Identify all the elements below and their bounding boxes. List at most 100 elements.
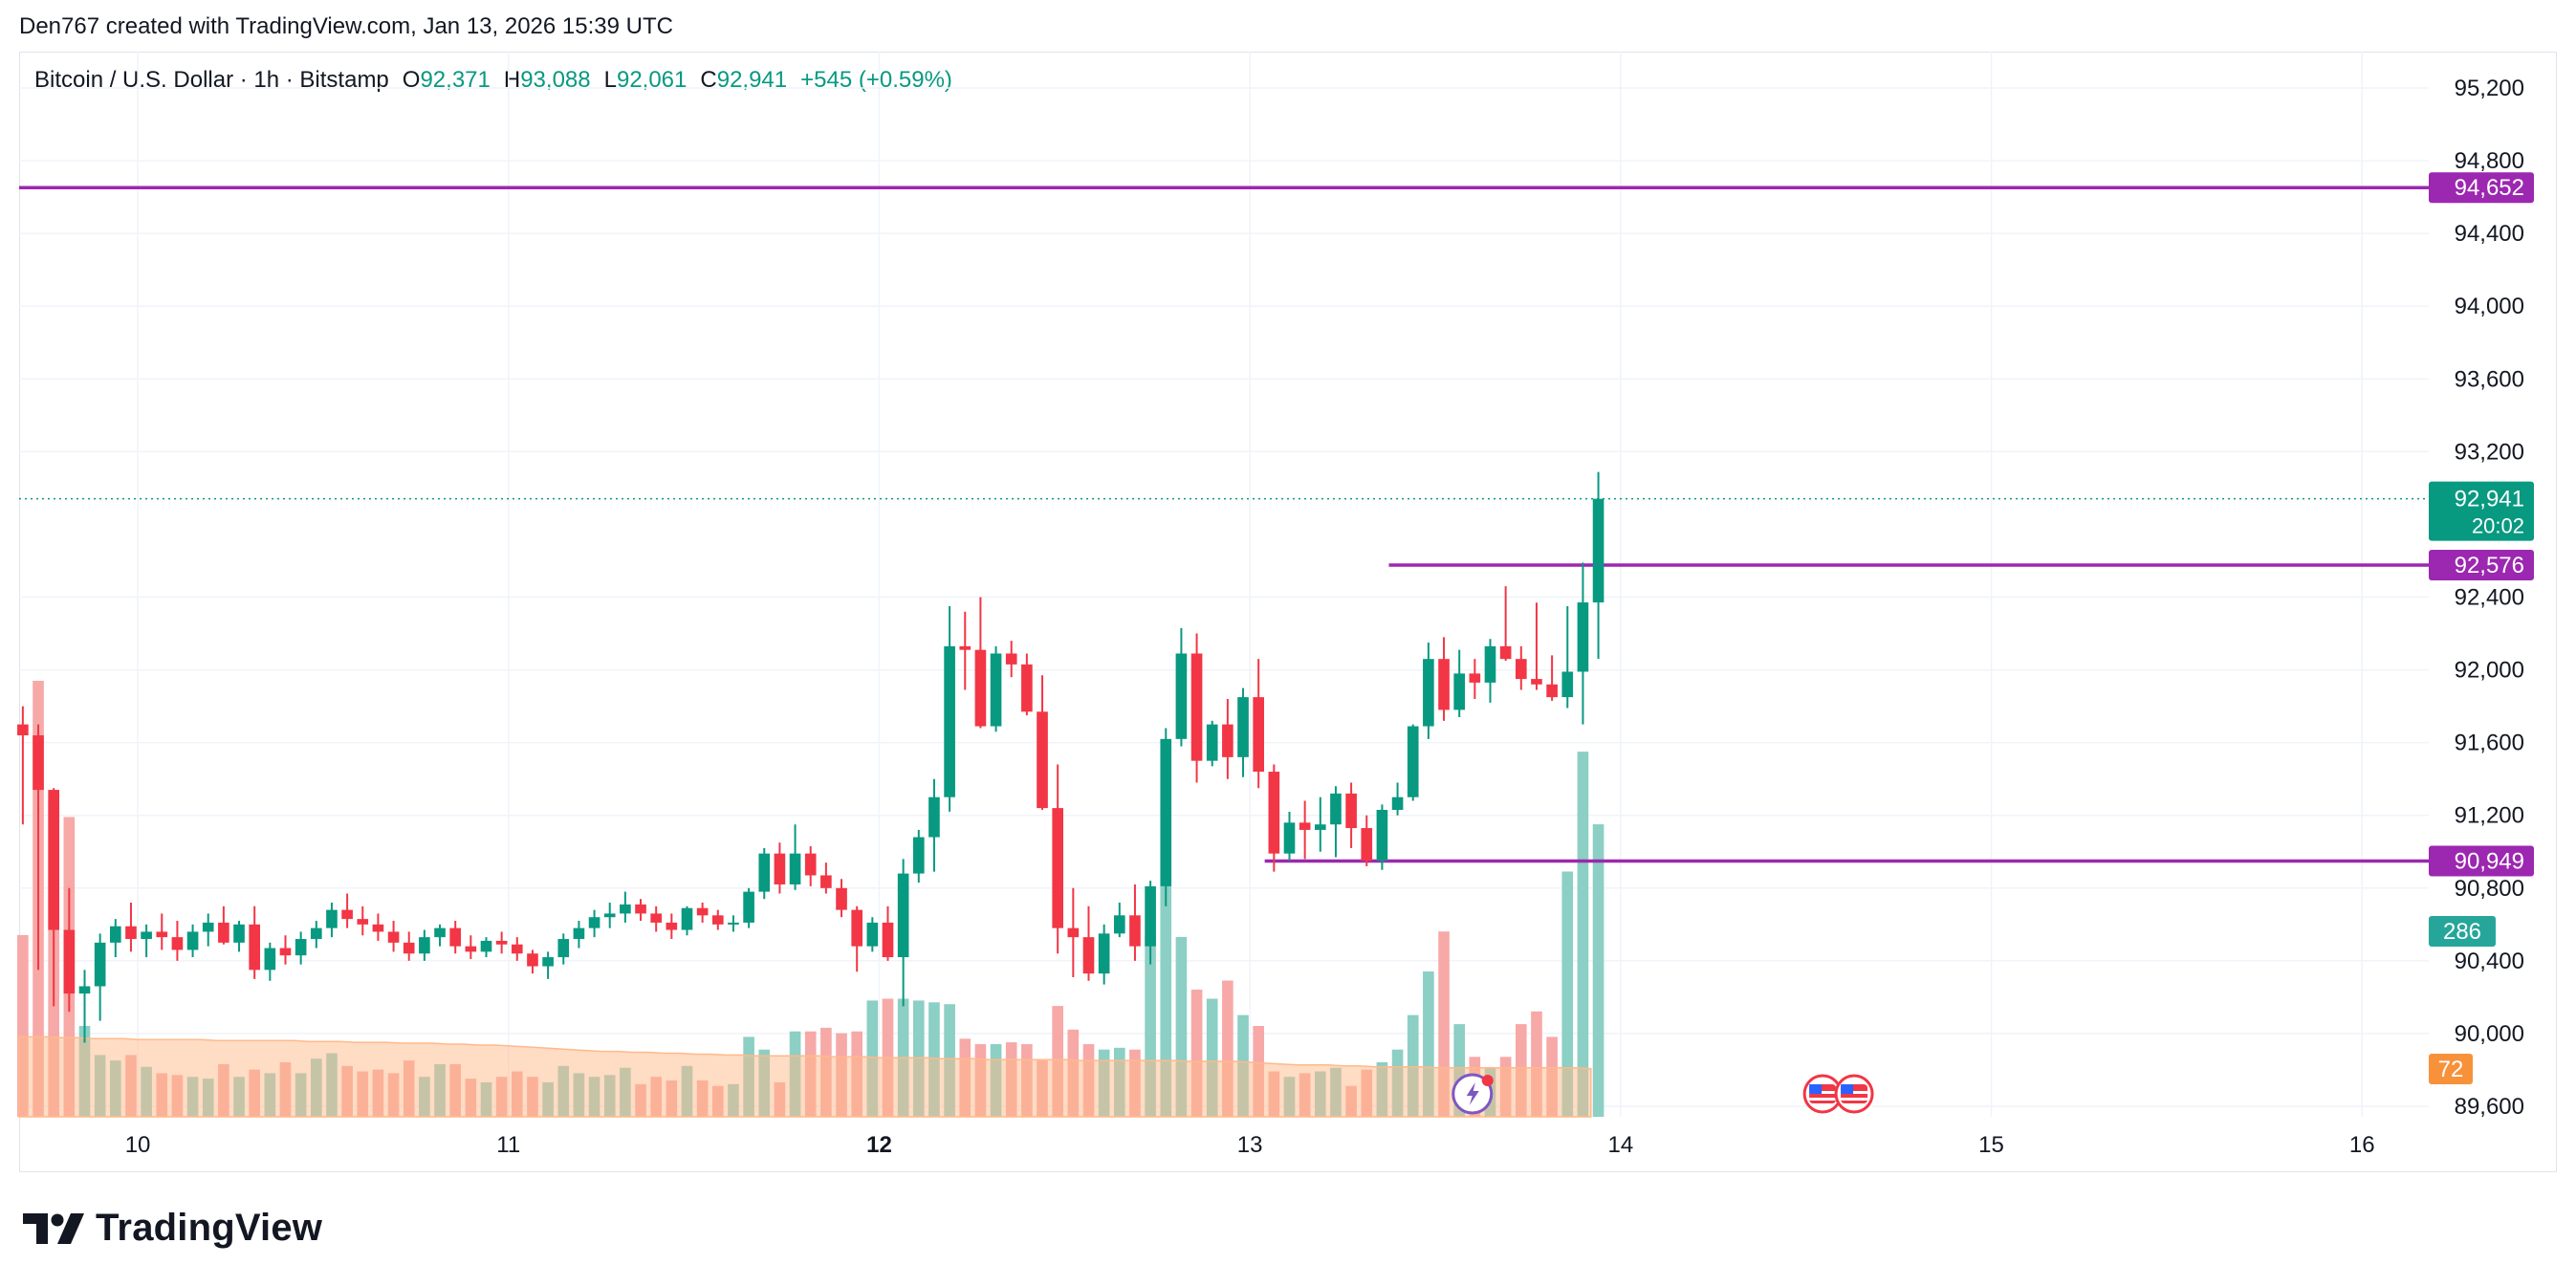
flag-stripe [1841, 1091, 1868, 1094]
candle-body [1499, 645, 1512, 660]
candle-body [341, 909, 353, 920]
time-axis-tick: 15 [1978, 1132, 2004, 1158]
price-axis-tick: 90,800 [2455, 876, 2524, 902]
level-price-label: 92,576 [2455, 553, 2524, 578]
candle-body [156, 931, 168, 938]
tradingview-logo-text: TradingView [96, 1207, 323, 1249]
candle-body [1561, 671, 1574, 698]
candle-body [63, 929, 76, 994]
candle-body [1361, 828, 1373, 862]
candle-body [33, 735, 44, 791]
candle-body [495, 940, 508, 945]
candle-body [1021, 664, 1033, 712]
candle-body [480, 940, 492, 952]
volume-bar [1190, 990, 1203, 1117]
chart-credit: Den767 created with TradingView.com, Jan… [19, 13, 673, 39]
candle-body [851, 909, 862, 947]
volume-bar [1222, 980, 1233, 1117]
candle-body [743, 891, 754, 923]
candle-body [1314, 824, 1326, 830]
candle-body [141, 931, 152, 940]
candle-body [728, 922, 739, 925]
candle-body [372, 924, 384, 932]
candle-body [1145, 885, 1156, 947]
volume-bar [1577, 752, 1589, 1117]
volume-bar [1423, 971, 1434, 1117]
level-price-label: 94,652 [2455, 175, 2524, 201]
candle-body [836, 887, 847, 910]
time-axis-tick: 12 [866, 1132, 892, 1158]
candle-body [48, 790, 59, 930]
candle-body [666, 922, 678, 930]
candle-body [912, 837, 925, 874]
price-axis-tick: 92,400 [2455, 585, 2524, 611]
level-price-badge [2429, 550, 2534, 581]
level-price-label: 90,949 [2455, 848, 2524, 874]
candle-body [171, 937, 184, 950]
candle-body [542, 957, 554, 967]
volume-value-badge [2429, 916, 2496, 947]
candle-body [326, 909, 338, 928]
candle-body [1206, 724, 1218, 761]
candle-body [1005, 653, 1017, 665]
volume-ma-label: 72 [2438, 1057, 2464, 1082]
time-axis-tick: 11 [496, 1132, 520, 1158]
price-axis-tick: 92,000 [2455, 658, 2524, 684]
candle-body [1453, 673, 1465, 710]
open-label: O [402, 67, 421, 93]
price-axis-tick: 91,200 [2455, 803, 2524, 829]
volume-bar [1407, 1014, 1419, 1117]
time-axis-tick: 10 [125, 1132, 151, 1158]
candle-body [357, 919, 369, 925]
volume-bar [1592, 824, 1605, 1117]
volume-bar [17, 935, 29, 1117]
candle-body [620, 904, 631, 914]
price-axis-tick: 94,400 [2455, 221, 2524, 247]
candle-body [1469, 673, 1481, 683]
candle-body [635, 904, 646, 914]
volume-bar [1160, 885, 1172, 1117]
candle-body [650, 913, 662, 923]
price-axis-tick: 93,200 [2455, 439, 2524, 465]
volume-bar [1438, 931, 1450, 1117]
candle-body [1253, 697, 1264, 773]
tradingview-logo[interactable]: TradingView [21, 1207, 322, 1250]
time-axis-tick: 16 [2349, 1132, 2375, 1158]
volume-bar [1531, 1011, 1542, 1117]
flag-stripe [1809, 1098, 1837, 1101]
candle-body [588, 917, 600, 928]
low-label: L [603, 67, 617, 93]
candle-body [1067, 927, 1080, 938]
candle-body [557, 939, 570, 958]
candle-body [233, 924, 245, 943]
candle-body [804, 853, 817, 876]
candle-body [1484, 645, 1496, 683]
candle-body [264, 948, 276, 971]
candle-body [419, 937, 430, 954]
price-axis-tick: 95,200 [2455, 76, 2524, 101]
price-axis-tick: 89,600 [2455, 1094, 2524, 1120]
candle-body [527, 953, 538, 967]
last-price-badge [2429, 481, 2534, 541]
candle-body [774, 853, 786, 884]
volume-ma-badge [2429, 1054, 2473, 1084]
candle-body [1052, 808, 1063, 928]
time-axis-tick: 14 [1607, 1132, 1633, 1158]
candle-body [295, 939, 307, 956]
level-price-badge [2429, 172, 2534, 204]
candle-body [1592, 498, 1605, 603]
candle-body [603, 913, 616, 918]
flash-event-icon [1452, 1073, 1494, 1115]
candle-body [78, 986, 91, 994]
flag-canton [1809, 1084, 1823, 1094]
candle-body [1515, 659, 1527, 680]
price-axis-tick: 90,400 [2455, 949, 2524, 974]
candle-body [1082, 937, 1095, 974]
candle-body [758, 853, 771, 892]
candle-body [1037, 711, 1048, 809]
volume-bar [1175, 936, 1188, 1117]
candle-body [696, 907, 709, 916]
price-axis-tick: 90,000 [2455, 1021, 2524, 1047]
flash-dot [1481, 1075, 1494, 1086]
